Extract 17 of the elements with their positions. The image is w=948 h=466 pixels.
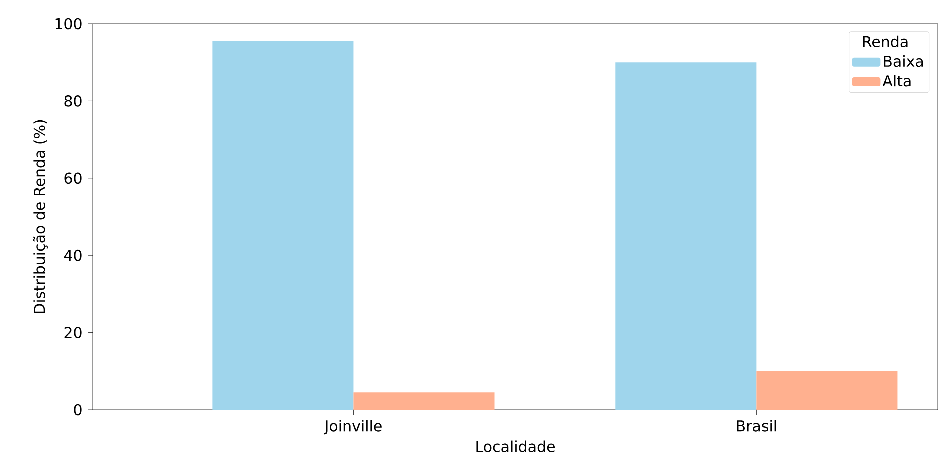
y-tick-label: 60 xyxy=(64,172,82,184)
x-tick-label: Brasil xyxy=(737,420,776,432)
y-axis-title: Distribuição de Renda (%) xyxy=(33,120,48,314)
y-tick-label: 40 xyxy=(64,250,82,262)
bar xyxy=(354,392,495,410)
bar xyxy=(756,371,898,410)
y-tick-label: 80 xyxy=(64,96,82,107)
y-tick-label: 100 xyxy=(56,18,82,30)
y-tick-label: 20 xyxy=(64,327,82,338)
x-tick-label: Joinville xyxy=(324,420,382,435)
legend-label: Alta xyxy=(882,75,911,87)
legend-label: Baixa xyxy=(884,56,924,68)
y-tick-label: 0 xyxy=(74,404,82,416)
legend-title: Renda xyxy=(863,36,908,48)
bar xyxy=(616,62,757,410)
bar xyxy=(212,41,354,410)
x-axis-title: Localidade xyxy=(476,440,555,452)
